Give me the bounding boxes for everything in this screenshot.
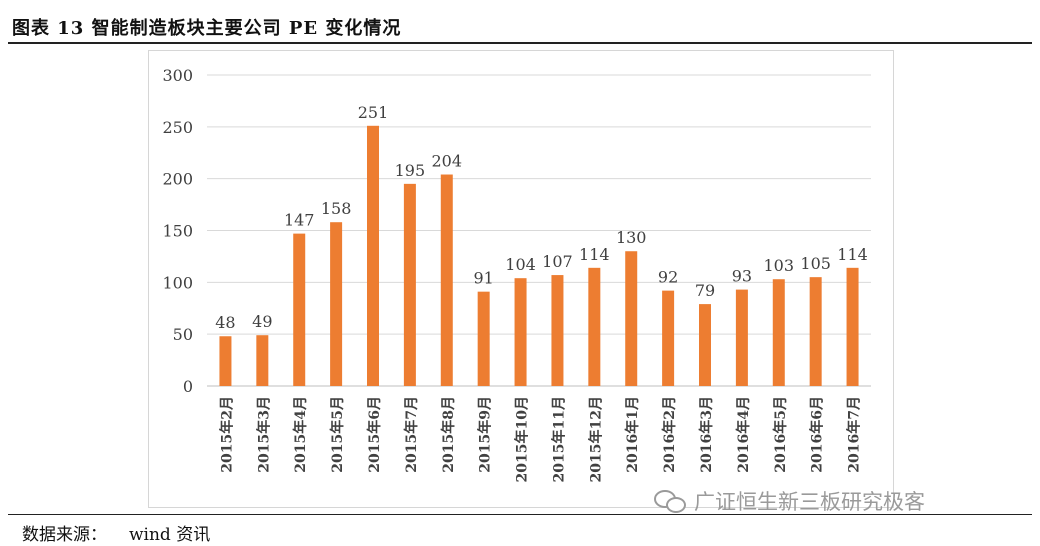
- data-label: 204: [432, 152, 463, 171]
- bar: [772, 279, 785, 386]
- data-label: 91: [473, 269, 493, 288]
- data-label: 195: [395, 161, 426, 180]
- x-tick-label: 2016年7月: [846, 396, 863, 473]
- x-tick-label: 2015年2月: [218, 396, 235, 473]
- bar: [588, 267, 601, 386]
- page-title: 图表 13 智能制造板块主要公司 PE 变化情况: [12, 18, 402, 39]
- top-rule: [8, 42, 1032, 44]
- y-tick-label: 0: [183, 377, 193, 396]
- bar: [219, 336, 232, 386]
- bar: [662, 290, 675, 386]
- data-label: 251: [358, 103, 389, 122]
- x-tick-label: 2015年6月: [366, 396, 383, 473]
- source-note: 数据来源： wind 资讯: [22, 520, 210, 545]
- data-label: 103: [764, 256, 795, 275]
- y-tick-label: 300: [162, 66, 193, 85]
- watermark-text: 广证恒生新三板研究极客: [694, 490, 925, 514]
- source-value: wind 资讯: [129, 525, 211, 545]
- x-tick-label: 2015年9月: [477, 396, 494, 473]
- bar: [625, 251, 638, 386]
- bar: [440, 174, 453, 386]
- bar: [551, 275, 564, 386]
- y-tick-label: 250: [162, 118, 193, 137]
- x-tick-label: 2016年3月: [698, 396, 715, 473]
- y-tick-label: 200: [162, 170, 193, 189]
- header: 图表 13 智能制造板块主要公司 PE 变化情况: [8, 8, 1032, 42]
- x-tick-label: 2016年1月: [624, 396, 641, 473]
- x-tick-label: 2015年4月: [292, 396, 309, 473]
- bar: [735, 289, 748, 386]
- bar: [514, 278, 527, 386]
- x-tick-label: 2015年3月: [255, 396, 272, 473]
- x-tick-label: 2016年6月: [809, 396, 826, 473]
- x-tick-label: 2015年8月: [440, 396, 457, 473]
- data-label: 147: [284, 211, 315, 230]
- data-label: 105: [800, 254, 831, 273]
- bar: [809, 277, 822, 386]
- data-label: 114: [579, 245, 610, 264]
- source-label: 数据来源：: [22, 525, 107, 545]
- y-tick-label: 50: [173, 325, 193, 344]
- bar: [846, 267, 859, 386]
- x-tick-label: 2015年12月: [587, 396, 604, 482]
- bar: [477, 291, 490, 386]
- data-label: 130: [616, 228, 647, 247]
- data-label: 49: [252, 312, 272, 331]
- data-label: 158: [321, 199, 352, 218]
- x-tick-label: 2016年4月: [735, 396, 752, 473]
- data-label: 48: [215, 313, 235, 332]
- bar: [367, 125, 379, 387]
- y-tick-label: 150: [162, 222, 193, 241]
- x-tick-label: 2016年2月: [661, 396, 678, 473]
- data-label: 114: [837, 245, 868, 264]
- x-tick-label: 2015年10月: [514, 396, 531, 482]
- x-tick-label: 2015年5月: [329, 396, 346, 473]
- bar: [256, 335, 269, 386]
- watermark: 广证恒生新三板研究极客: [654, 486, 925, 516]
- data-label: 92: [658, 268, 678, 287]
- x-tick-label: 2015年7月: [403, 396, 420, 473]
- data-label: 93: [732, 267, 752, 286]
- bar: [699, 304, 711, 386]
- bottom-rule: [8, 514, 1032, 515]
- data-label: 104: [505, 255, 536, 274]
- bar: [403, 183, 416, 386]
- data-label: 79: [695, 281, 715, 300]
- bar: [293, 233, 306, 386]
- chart-frame: 0 50 100 150 200 250 300 48 2015年2月 49 2015年3月 147 2…: [148, 50, 894, 508]
- data-label: 107: [542, 252, 573, 271]
- wechat-icon: [654, 488, 688, 514]
- bar: [330, 222, 343, 386]
- y-tick-label: 100: [162, 273, 193, 292]
- x-tick-label: 2016年5月: [772, 396, 789, 473]
- x-tick-label: 2015年11月: [550, 396, 567, 482]
- pe-bar-chart: 0 50 100 150 200 250 300 48 2015年2月 49 2015年3月 147 2…: [162, 66, 871, 482]
